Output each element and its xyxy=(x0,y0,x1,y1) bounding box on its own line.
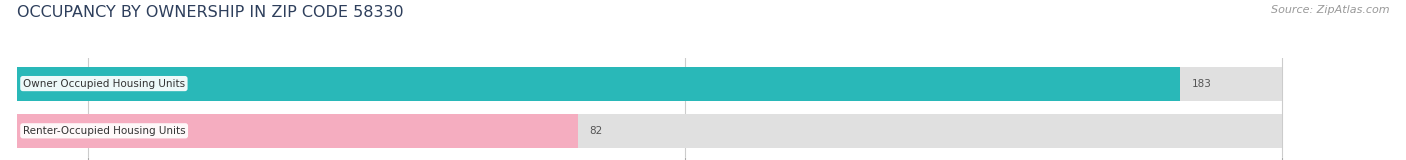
Bar xyxy=(17,114,578,148)
Bar xyxy=(17,67,1282,101)
Text: Owner Occupied Housing Units: Owner Occupied Housing Units xyxy=(22,79,186,89)
Bar xyxy=(17,114,1282,148)
Text: OCCUPANCY BY OWNERSHIP IN ZIP CODE 58330: OCCUPANCY BY OWNERSHIP IN ZIP CODE 58330 xyxy=(17,5,404,20)
Bar xyxy=(17,67,1180,101)
Text: 82: 82 xyxy=(589,126,603,136)
Text: Renter-Occupied Housing Units: Renter-Occupied Housing Units xyxy=(22,126,186,136)
Text: 183: 183 xyxy=(1192,79,1212,89)
Text: Source: ZipAtlas.com: Source: ZipAtlas.com xyxy=(1271,5,1389,15)
